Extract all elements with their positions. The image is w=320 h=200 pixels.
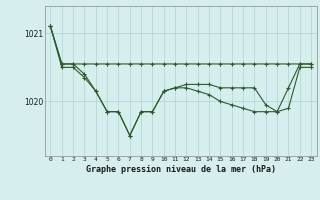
X-axis label: Graphe pression niveau de la mer (hPa): Graphe pression niveau de la mer (hPa) <box>86 165 276 174</box>
